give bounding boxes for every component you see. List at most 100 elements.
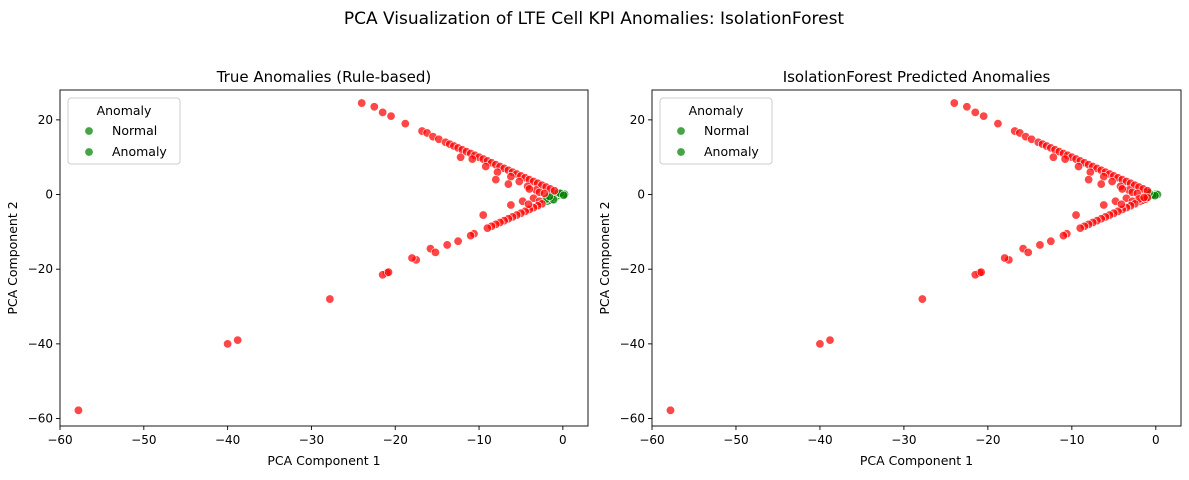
data-point-anomaly bbox=[970, 107, 980, 117]
data-point-anomaly bbox=[539, 188, 549, 198]
legend-title: Anomaly bbox=[97, 103, 152, 118]
y-tick-label: −40 bbox=[620, 337, 645, 351]
y-axis-label: PCA Component 2 bbox=[5, 201, 20, 314]
legend-box bbox=[67, 97, 181, 165]
x-tick-label: −40 bbox=[215, 433, 240, 447]
x-tick-label: −30 bbox=[299, 433, 324, 447]
x-tick-label: −50 bbox=[131, 433, 156, 447]
data-point-anomaly bbox=[1000, 253, 1010, 263]
legend-label: Anomaly bbox=[704, 144, 759, 159]
x-tick-label: −60 bbox=[639, 433, 664, 447]
data-point-anomaly bbox=[1084, 175, 1094, 185]
data-point-anomaly bbox=[492, 167, 502, 177]
data-point-anomaly bbox=[369, 102, 379, 112]
data-point-anomaly bbox=[825, 335, 835, 345]
y-tick-label: 0 bbox=[637, 188, 645, 202]
data-point-anomaly bbox=[407, 253, 417, 263]
data-point-anomaly bbox=[386, 111, 396, 121]
data-point-anomaly bbox=[506, 172, 516, 182]
y-tick-label: −60 bbox=[620, 412, 645, 426]
data-point-anomaly bbox=[384, 267, 394, 277]
data-point-anomaly bbox=[962, 102, 972, 112]
x-axis-label: PCA Component 1 bbox=[267, 453, 380, 468]
data-point-anomaly bbox=[1035, 240, 1045, 250]
data-point-anomaly bbox=[1099, 172, 1109, 182]
data-point-anomaly bbox=[976, 267, 986, 277]
x-tick-label: 0 bbox=[559, 433, 567, 447]
data-point-anomaly bbox=[1139, 193, 1149, 203]
data-point-normal bbox=[559, 190, 569, 200]
legend-label: Anomaly bbox=[112, 144, 167, 159]
legend-box bbox=[659, 97, 773, 165]
data-point-anomaly bbox=[481, 162, 491, 172]
data-point-anomaly bbox=[665, 405, 675, 415]
scatter-panel-predicted-anomalies: IsolationForest Predicted Anomalies −60 −5… bbox=[597, 68, 1182, 468]
data-point-anomaly bbox=[442, 240, 452, 250]
data-point-anomaly bbox=[993, 119, 1003, 129]
x-tick-label: −10 bbox=[1059, 433, 1084, 447]
y-tick-label: 20 bbox=[38, 113, 53, 127]
x-tick-label: −20 bbox=[975, 433, 1000, 447]
data-point-anomaly bbox=[503, 179, 513, 189]
figure-suptitle: PCA Visualization of LTE Cell KPI Anomal… bbox=[344, 9, 845, 29]
y-tick-label: −40 bbox=[28, 337, 53, 351]
chart-title: True Anomalies (Rule-based) bbox=[216, 68, 432, 86]
legend-title: Anomaly bbox=[689, 103, 744, 118]
data-point-anomaly bbox=[491, 175, 501, 185]
x-tick-label: −40 bbox=[807, 433, 832, 447]
data-point-anomaly bbox=[549, 186, 559, 196]
data-point-anomaly bbox=[1074, 162, 1084, 172]
data-point-anomaly bbox=[233, 335, 243, 345]
y-tick-label: 0 bbox=[45, 188, 53, 202]
data-point-anomaly bbox=[949, 98, 959, 108]
plot-frame bbox=[651, 89, 1182, 427]
data-point-anomaly bbox=[1058, 231, 1068, 241]
y-axis-label: PCA Component 2 bbox=[597, 201, 612, 314]
x-tick-label: −10 bbox=[466, 433, 491, 447]
x-tick-label: −30 bbox=[891, 433, 916, 447]
data-point-anomaly bbox=[917, 294, 927, 304]
data-point-anomaly bbox=[400, 119, 410, 129]
scatter-panel-true-anomalies: True Anomalies (Rule-based) −60 −50 −40 −30 −… bbox=[5, 68, 589, 468]
x-tick-label: 0 bbox=[1152, 433, 1160, 447]
data-point-anomaly bbox=[514, 176, 524, 186]
x-axis-label: PCA Component 1 bbox=[860, 453, 973, 468]
data-point-anomaly bbox=[1071, 210, 1081, 220]
data-point-anomaly bbox=[357, 98, 367, 108]
data-point-anomaly bbox=[456, 152, 466, 162]
data-point-anomaly bbox=[430, 247, 440, 257]
data-point-anomaly bbox=[1060, 154, 1070, 164]
data-point-anomaly bbox=[1046, 236, 1056, 246]
x-tick-label: −60 bbox=[47, 433, 72, 447]
data-point-anomaly bbox=[453, 236, 463, 246]
data-point-anomaly bbox=[73, 405, 83, 415]
data-point-anomaly bbox=[466, 231, 476, 241]
chart-title: IsolationForest Predicted Anomalies bbox=[783, 68, 1051, 86]
data-point-anomaly bbox=[1096, 179, 1106, 189]
data-point-anomaly bbox=[524, 184, 534, 194]
data-point-anomaly bbox=[1099, 200, 1109, 210]
data-point-anomaly bbox=[1107, 176, 1117, 186]
data-point-anomaly bbox=[325, 294, 335, 304]
data-point-anomaly bbox=[815, 339, 825, 349]
data-point-anomaly bbox=[478, 210, 488, 220]
y-tick-label: −60 bbox=[28, 412, 53, 426]
data-point-anomaly bbox=[1023, 247, 1033, 257]
data-point-anomaly bbox=[482, 223, 492, 233]
data-point-anomaly bbox=[506, 200, 516, 210]
legend-label: Normal bbox=[112, 123, 157, 138]
legend-marker bbox=[676, 147, 686, 157]
legend-label: Normal bbox=[704, 123, 749, 138]
legend-marker bbox=[84, 126, 94, 136]
data-point-anomaly bbox=[467, 154, 477, 164]
data-point-anomaly bbox=[979, 111, 989, 121]
data-point-anomaly bbox=[1117, 184, 1127, 194]
data-point-anomaly bbox=[1116, 199, 1126, 209]
x-tick-label: −50 bbox=[723, 433, 748, 447]
x-tick-label: −20 bbox=[383, 433, 408, 447]
y-tick-label: 20 bbox=[630, 113, 645, 127]
data-point-anomaly bbox=[1048, 152, 1058, 162]
data-point-anomaly bbox=[1085, 167, 1095, 177]
